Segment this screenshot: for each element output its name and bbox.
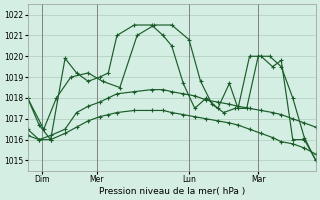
X-axis label: Pression niveau de la mer( hPa ): Pression niveau de la mer( hPa )	[99, 187, 245, 196]
